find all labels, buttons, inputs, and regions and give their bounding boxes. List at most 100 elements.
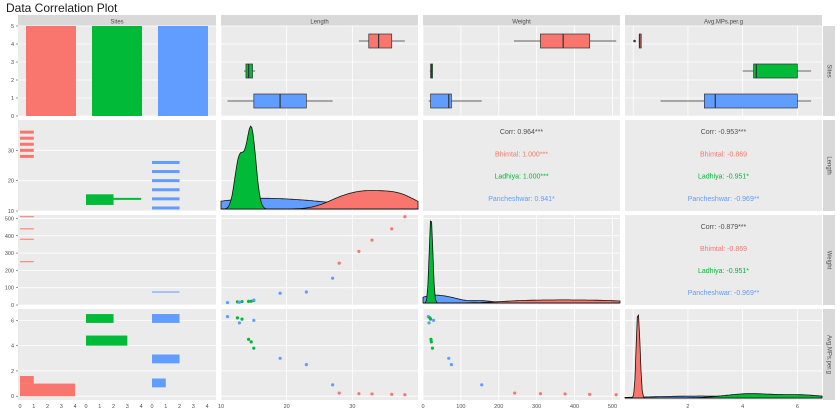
scatter-point (235, 316, 240, 320)
scatter-point (429, 337, 433, 341)
row-strip-label: Weight (825, 251, 831, 270)
y-tick-label: 20 (8, 179, 14, 185)
panel-background (18, 120, 216, 211)
x-tick-label: 4 (206, 404, 209, 410)
y-tick-label: 4 (11, 42, 14, 48)
density-curve (625, 393, 823, 399)
scatter-point (249, 299, 253, 303)
x-tick-label: 3 (60, 404, 63, 410)
panel-background (221, 215, 418, 305)
histogram-bar (152, 378, 166, 388)
x-tick-label: 0 (150, 404, 153, 410)
x-tick-label: 300 (532, 404, 541, 410)
x-tick-label: 500 (608, 404, 617, 410)
panel (220, 309, 418, 400)
column-strip-label: Weight (512, 20, 531, 26)
scatter-point (240, 299, 244, 304)
histogram-bar (20, 130, 34, 134)
y-tick-label: 400 (5, 234, 14, 240)
y-tick-label: 10 (8, 209, 14, 215)
y-tick-label: 0 (11, 303, 14, 309)
histogram-bar (20, 228, 34, 230)
row-strip (823, 309, 835, 400)
correlation-label: Bhimtal: -0.869 (700, 151, 747, 158)
row-strip (823, 120, 835, 211)
scatter-point (563, 392, 567, 396)
scatter-point (246, 337, 251, 341)
scatter-point (331, 383, 335, 387)
row-strip-label: Length (825, 156, 831, 174)
panel (625, 215, 822, 305)
chart-title: Data Correlation Plot (6, 1, 118, 15)
histogram-bar (86, 194, 114, 205)
scatter-point (278, 291, 282, 295)
x-tick-label: 2 (686, 404, 689, 410)
x-tick-label: 30 (349, 404, 355, 410)
x-tick-label: 400 (570, 404, 579, 410)
scatter-point (432, 318, 436, 322)
histogram-bar (113, 197, 142, 200)
box (703, 93, 798, 109)
box (540, 33, 591, 49)
histogram-bar (20, 154, 34, 158)
scatter-point (538, 392, 543, 396)
panel-background (625, 120, 822, 211)
histogram-bar (20, 261, 34, 263)
x-tick-label: 4 (74, 404, 77, 410)
scatter-point (357, 249, 361, 253)
histogram-bar (86, 335, 128, 346)
x-tick-label: 3 (126, 404, 129, 410)
column-strip (221, 15, 418, 26)
density-curve (423, 220, 620, 304)
y-tick-label: 0 (11, 114, 14, 120)
column-strip-label: Length (310, 20, 328, 26)
x-tick-label: 10 (218, 404, 224, 410)
scatter-point (249, 340, 253, 344)
histogram-bar (20, 375, 34, 384)
scatter-point (403, 215, 407, 219)
histogram-bar (20, 142, 34, 146)
row-strip (823, 26, 835, 116)
y-tick-label: 2 (11, 369, 14, 375)
panel-background (18, 215, 216, 305)
histogram-bar (20, 136, 34, 140)
correlation-label: Ladhiya: -0.951* (698, 174, 749, 181)
correlation-label: Ladhiya: -0.951* (698, 268, 749, 275)
correlation-label: Bhimtal: 1.000*** (495, 151, 548, 158)
histogram-bar (152, 314, 180, 323)
panel (220, 215, 418, 306)
box (430, 93, 452, 109)
x-tick-label: 1 (164, 404, 167, 410)
row-strip (823, 215, 835, 305)
scatter-point (240, 317, 244, 321)
scatter-point (390, 392, 394, 396)
scatter-point (480, 383, 484, 387)
x-tick-label: 0 (421, 404, 424, 410)
x-tick-label: 200 (494, 404, 503, 410)
scatter-point (427, 321, 431, 325)
scatter-point (429, 340, 433, 344)
scatter-point (337, 391, 341, 395)
scatter-point (449, 363, 454, 367)
histogram-bar (152, 291, 180, 293)
x-tick-label: 2 (178, 404, 181, 410)
column-strip (625, 15, 822, 26)
outlier-point (633, 39, 636, 43)
box (753, 63, 798, 79)
histogram-bar (152, 170, 180, 174)
histogram-bar (86, 314, 114, 323)
y-tick-label: 3 (11, 60, 14, 66)
panel (625, 120, 822, 211)
x-tick-label: 4 (140, 404, 143, 410)
panel-background (423, 26, 620, 116)
histogram-bar (152, 197, 180, 201)
correlation-label: Corr: -0.953*** (701, 129, 747, 136)
y-tick-label: 500 (5, 216, 14, 222)
scatter-point (237, 321, 241, 325)
histogram-bar (20, 216, 34, 218)
histogram-bar (152, 354, 180, 364)
correlation-label: Pancheshwar: -0.969** (688, 196, 760, 203)
y-tick-label: 4 (11, 344, 14, 350)
scatter-point (252, 318, 256, 322)
